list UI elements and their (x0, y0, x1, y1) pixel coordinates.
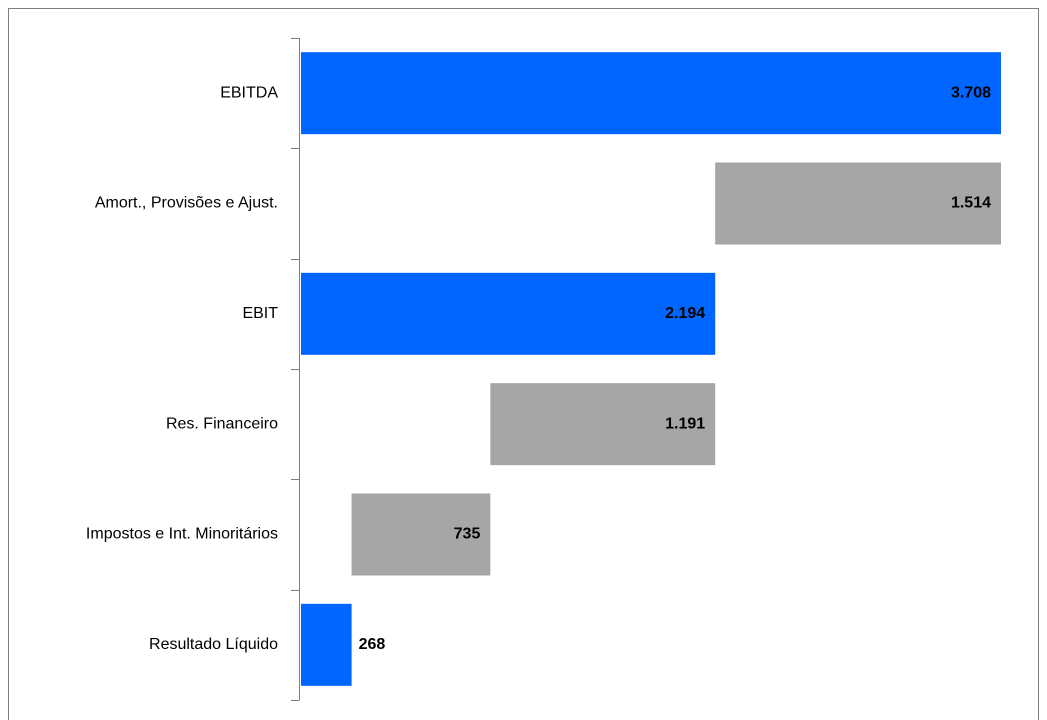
bar (490, 383, 716, 466)
value-label: 735 (454, 526, 481, 543)
bar (351, 493, 491, 576)
value-label: 1.191 (665, 415, 705, 432)
value-label: 3.708 (951, 84, 991, 101)
value-label: 2.194 (665, 305, 705, 322)
bar (301, 272, 716, 355)
category-label: Res. Financeiro (166, 415, 278, 432)
bar (301, 603, 352, 686)
category-label: EBIT (242, 305, 278, 322)
chart-frame (8, 8, 1039, 720)
bar (715, 162, 1001, 245)
category-label: EBITDA (220, 84, 278, 101)
category-label: Resultado Líquido (149, 636, 278, 653)
value-label: 268 (359, 636, 386, 653)
value-label: 1.514 (951, 195, 991, 212)
category-label: Amort., Provisões e Ajust. (95, 195, 278, 212)
bar (301, 52, 1001, 135)
category-label: Impostos e Int. Minoritários (86, 526, 278, 543)
